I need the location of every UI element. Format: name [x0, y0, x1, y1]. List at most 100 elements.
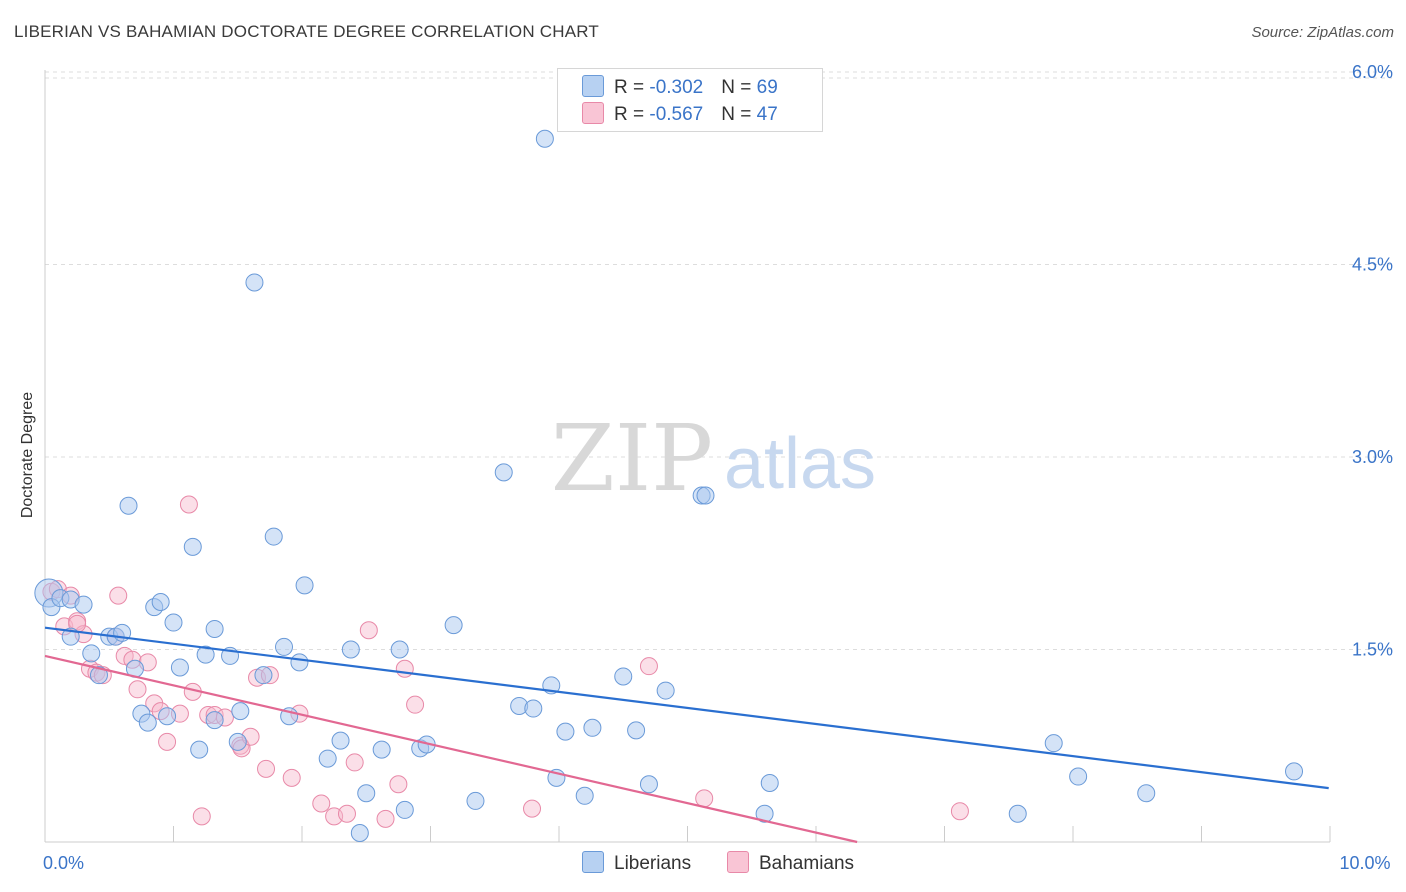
bahamian-legend-swatch: [727, 851, 749, 873]
liberian-point: [74, 595, 93, 614]
bahamian-point: [312, 794, 331, 813]
bahamian-r-value: -0.567: [649, 104, 704, 125]
liberian-point: [196, 645, 215, 664]
bahamian-point: [179, 495, 198, 514]
trendlines: [44, 626, 1329, 844]
liberian-point: [535, 129, 554, 148]
bahamian-point: [950, 802, 969, 821]
liberian-point: [696, 486, 715, 505]
bahamian-n-label: N =: [721, 104, 757, 125]
liberian-point: [119, 496, 138, 515]
liberian-point: [205, 619, 224, 638]
y-tick-label: 6.0%: [1352, 62, 1393, 82]
liberian-point: [1137, 784, 1156, 803]
liberian-point: [264, 527, 283, 546]
liberian-point: [627, 721, 646, 740]
bahamian-trendline: [44, 654, 858, 844]
bahamian-point: [523, 799, 542, 818]
liberian-point: [395, 800, 414, 819]
liberian-point: [1044, 734, 1063, 753]
x-tick-label: 0.0%: [43, 853, 84, 873]
liberian-n-label: N =: [721, 77, 757, 98]
liberian-point: [357, 784, 376, 803]
bahamian-point: [109, 586, 128, 605]
bahamian-point: [345, 753, 364, 772]
legend-row-bahamians: R = -0.567 N = 47: [582, 102, 778, 126]
bahamian-legend-label: Bahamians: [759, 853, 855, 874]
y-tick-label: 3.0%: [1352, 447, 1393, 467]
bahamian-point: [376, 809, 395, 828]
legend-item-liberians[interactable]: Liberians: [582, 851, 691, 875]
liberian-r-label: R =: [614, 77, 650, 98]
liberian-point: [228, 732, 247, 751]
liberian-n-value: 69: [756, 77, 778, 98]
liberian-point: [231, 702, 250, 721]
liberian-point: [190, 740, 209, 759]
tick-labels: 1.5% 3.0% 4.5% 6.0% 0.0% 10.0%: [43, 62, 1393, 873]
source-credit: Source: ZipAtlas.com: [1251, 24, 1394, 41]
bahamian-point: [145, 694, 164, 713]
gridlines: [45, 71, 1392, 650]
bahamian-point: [128, 680, 147, 699]
watermark-atlas: atlas: [724, 424, 876, 504]
liberian-point: [466, 791, 485, 810]
liberian-point: [755, 804, 774, 823]
liberian-point: [1285, 762, 1304, 781]
liberian-point: [290, 653, 309, 672]
legend-item-bahamians[interactable]: Bahamians: [727, 851, 854, 875]
liberian-point: [575, 786, 594, 805]
liberian-point: [556, 722, 575, 741]
liberian-point: [331, 731, 350, 750]
stats-legend: R = -0.302 N = 69 R = -0.567 N = 47: [557, 68, 823, 132]
liberian-point: [390, 640, 409, 659]
bahamian-point: [389, 775, 408, 794]
liberian-point: [245, 273, 264, 292]
bahamian-swatch: [582, 102, 604, 124]
liberian-point: [444, 616, 463, 635]
y-tick-label: 1.5%: [1352, 640, 1393, 660]
bahamian-point: [695, 789, 714, 808]
liberian-point: [254, 666, 273, 685]
liberian-point: [138, 713, 157, 732]
liberian-legend-swatch: [582, 851, 604, 873]
liberian-point: [205, 711, 224, 730]
bahamian-n-value: 47: [756, 104, 778, 125]
liberian-point: [158, 707, 177, 726]
liberian-point: [614, 667, 633, 686]
watermark-zip: ZIP: [551, 405, 713, 512]
bahamian-point: [406, 695, 425, 714]
liberian-legend-label: Liberians: [614, 853, 692, 874]
chart-title: LIBERIAN VS BAHAMIAN DOCTORATE DEGREE CO…: [14, 22, 600, 41]
bahamian-point: [257, 759, 276, 778]
bahamian-point: [337, 804, 356, 823]
liberian-point: [1069, 767, 1088, 786]
bahamian-point: [282, 768, 301, 787]
liberian-point: [183, 537, 202, 556]
liberian-point: [524, 699, 543, 718]
axes: [44, 70, 1331, 843]
watermark: ZIP atlas: [551, 405, 876, 512]
bahamian-point: [192, 807, 211, 826]
y-tick-label: 4.5%: [1352, 255, 1393, 275]
liberian-point: [494, 463, 513, 482]
liberian-point: [760, 773, 779, 792]
liberian-point: [170, 658, 189, 677]
liberian-points: [34, 129, 1304, 843]
liberian-point: [656, 681, 675, 700]
liberian-point: [151, 593, 170, 612]
bahamian-point: [158, 732, 177, 751]
x-tick-label: 10.0%: [1339, 853, 1390, 873]
liberian-point: [639, 775, 658, 794]
liberian-point: [82, 644, 101, 663]
bahamian-point: [639, 657, 658, 676]
liberian-point: [295, 576, 314, 595]
legend-row-liberians: R = -0.302 N = 69: [582, 75, 778, 99]
liberian-swatch: [582, 75, 604, 97]
bahamian-point: [359, 621, 378, 640]
liberian-trendline: [44, 626, 1329, 790]
liberian-point: [350, 824, 369, 843]
liberian-point: [341, 640, 360, 659]
bahamian-point: [395, 659, 414, 678]
liberian-point: [275, 637, 294, 656]
